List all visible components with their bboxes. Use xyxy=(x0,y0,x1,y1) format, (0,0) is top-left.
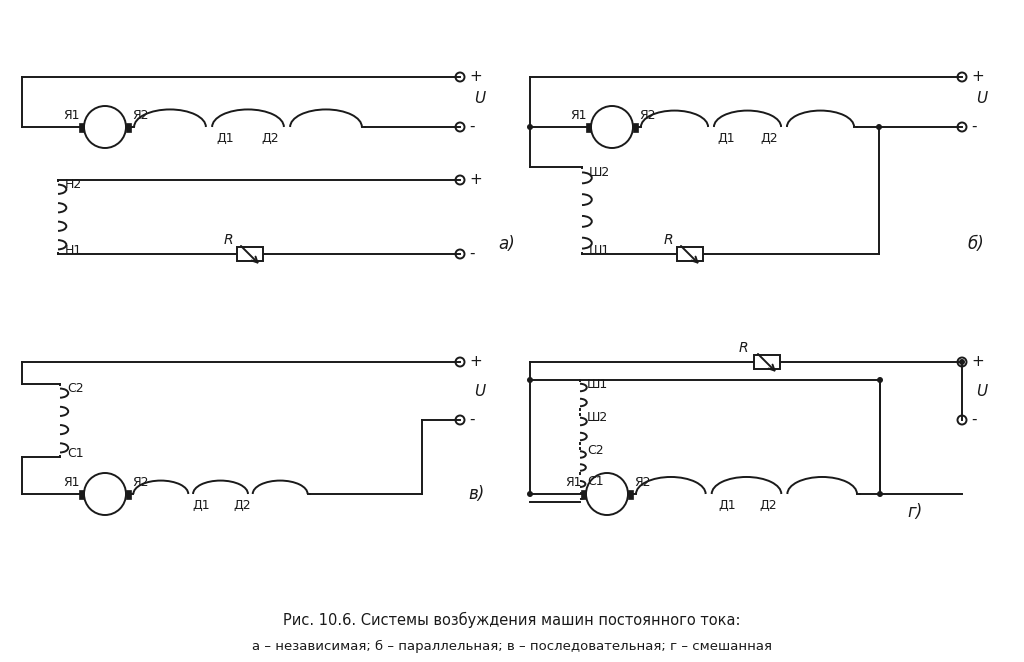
Bar xyxy=(628,489,633,498)
Circle shape xyxy=(527,124,534,130)
Text: -: - xyxy=(469,118,474,134)
Text: Я2: Я2 xyxy=(639,109,655,122)
Text: +: + xyxy=(469,354,481,369)
Text: U: U xyxy=(976,383,987,399)
Text: С2: С2 xyxy=(587,444,603,457)
Text: Я1: Я1 xyxy=(570,109,587,122)
Text: С1: С1 xyxy=(67,446,84,459)
Circle shape xyxy=(877,491,883,497)
Text: б): б) xyxy=(967,235,984,253)
Text: Д1: Д1 xyxy=(719,498,736,512)
Text: Я2: Я2 xyxy=(132,109,148,122)
Bar xyxy=(677,247,703,261)
Text: +: + xyxy=(971,354,984,369)
Text: Я1: Я1 xyxy=(63,109,80,122)
Text: R: R xyxy=(739,341,749,355)
Text: -: - xyxy=(971,118,977,134)
Text: -: - xyxy=(469,246,474,261)
Text: Н1: Н1 xyxy=(65,244,82,256)
Text: Ш1: Ш1 xyxy=(587,377,608,391)
Text: г): г) xyxy=(907,503,923,521)
Bar xyxy=(126,489,131,498)
Text: Д2: Д2 xyxy=(233,498,251,512)
Text: Рис. 10.6. Системы возбуждения машин постоянного тока:: Рис. 10.6. Системы возбуждения машин пос… xyxy=(284,612,740,628)
Text: Д2: Д2 xyxy=(261,132,279,144)
Text: U: U xyxy=(474,383,485,399)
Text: Я2: Я2 xyxy=(132,475,148,489)
Bar xyxy=(633,122,638,132)
Circle shape xyxy=(527,377,534,383)
Circle shape xyxy=(527,491,534,497)
Text: Д2: Д2 xyxy=(761,132,778,144)
Text: R: R xyxy=(224,233,233,247)
Circle shape xyxy=(877,377,883,383)
Bar xyxy=(754,355,780,369)
Text: Д1: Д1 xyxy=(216,132,233,144)
Bar xyxy=(581,489,586,498)
Text: Я1: Я1 xyxy=(63,475,80,489)
Text: -: - xyxy=(971,412,977,426)
Bar xyxy=(79,122,84,132)
Bar xyxy=(79,489,84,498)
Bar xyxy=(126,122,131,132)
Text: Ш1: Ш1 xyxy=(589,244,610,256)
Text: Н2: Н2 xyxy=(65,177,82,191)
Text: U: U xyxy=(474,91,485,105)
Text: -: - xyxy=(469,412,474,426)
Text: +: + xyxy=(469,171,481,187)
Text: R: R xyxy=(664,233,674,247)
Text: Я2: Я2 xyxy=(634,475,650,489)
Text: +: + xyxy=(971,68,984,83)
Bar xyxy=(586,122,591,132)
Text: а): а) xyxy=(498,235,515,253)
Text: С1: С1 xyxy=(587,475,603,487)
Circle shape xyxy=(959,359,965,365)
Text: Я1: Я1 xyxy=(565,475,582,489)
Text: U: U xyxy=(976,91,987,105)
Circle shape xyxy=(876,124,882,130)
Text: +: + xyxy=(469,68,481,83)
Text: Ш2: Ш2 xyxy=(589,166,610,179)
Text: Д2: Д2 xyxy=(760,498,777,512)
Text: в): в) xyxy=(468,485,484,503)
Text: а – независимая; б – параллельная; в – последовательная; г – смешанная: а – независимая; б – параллельная; в – п… xyxy=(252,639,772,653)
Text: Д1: Д1 xyxy=(718,132,735,144)
Text: Д1: Д1 xyxy=(193,498,210,512)
Text: Ш2: Ш2 xyxy=(587,410,608,424)
Text: С2: С2 xyxy=(67,381,84,395)
Bar xyxy=(237,247,263,261)
